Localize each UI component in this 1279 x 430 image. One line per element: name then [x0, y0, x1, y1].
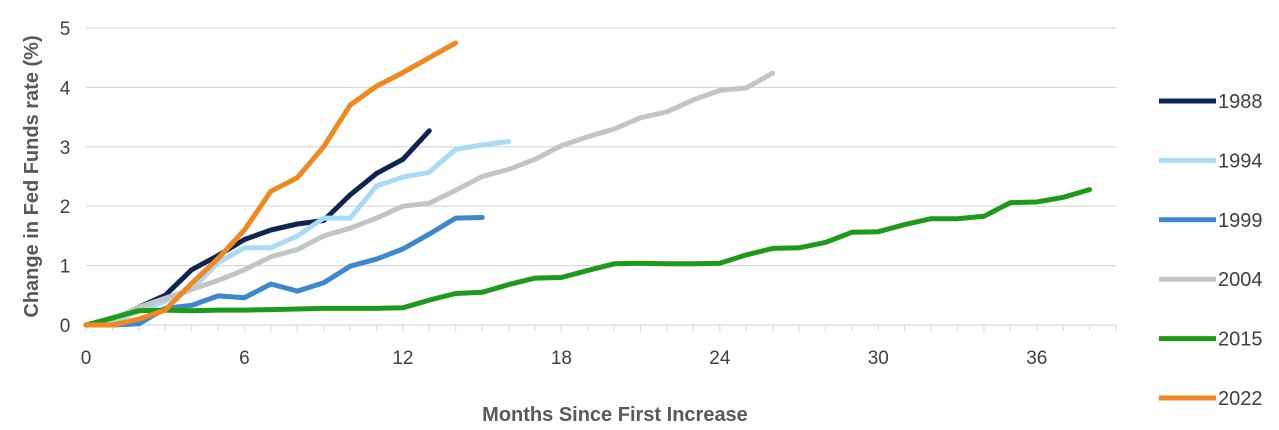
series-line-1994	[83, 139, 512, 328]
series-lines	[83, 40, 1093, 328]
x-tick-label: 6	[239, 348, 250, 369]
x-tick-label: 36	[1026, 348, 1047, 369]
y-tick-label: 0	[60, 316, 71, 337]
x-tick-label: 12	[392, 348, 413, 369]
x-axis-title: Months Since First Increase	[482, 404, 748, 426]
y-tick-label: 3	[60, 138, 71, 159]
y-tick-label: 1	[60, 257, 71, 278]
y-tick-label: 4	[60, 78, 71, 99]
x-tick-label: 24	[709, 348, 731, 369]
series-line-1988	[83, 128, 432, 328]
y-axis-title: Change in Fed Funds rate (%)	[21, 35, 43, 317]
x-tick-label: 30	[868, 348, 889, 369]
series-line-2022	[83, 40, 459, 328]
legend-label: 1988	[1218, 91, 1263, 113]
y-tick-label: 2	[60, 197, 71, 218]
legend-label: 2015	[1218, 329, 1263, 351]
x-tick-label: 0	[81, 348, 92, 369]
legend-label: 2004	[1218, 269, 1263, 291]
y-tick-label: 5	[60, 19, 71, 40]
gridlines	[86, 27, 1116, 267]
legend-label: 1994	[1218, 150, 1263, 172]
series-line-2015	[83, 187, 1093, 328]
legend-label: 1999	[1218, 210, 1263, 232]
x-tick-label: 18	[551, 348, 572, 369]
y-axis-ticks: 0 1 2 3 4 5	[60, 19, 71, 337]
x-axis-ticks: 0 6 12 18 24 30 36	[81, 325, 1117, 369]
legend: 1988 1994 1999 2004 2015 2022	[1159, 91, 1263, 410]
series-line-2004	[83, 70, 776, 328]
legend-label: 2022	[1218, 388, 1263, 410]
